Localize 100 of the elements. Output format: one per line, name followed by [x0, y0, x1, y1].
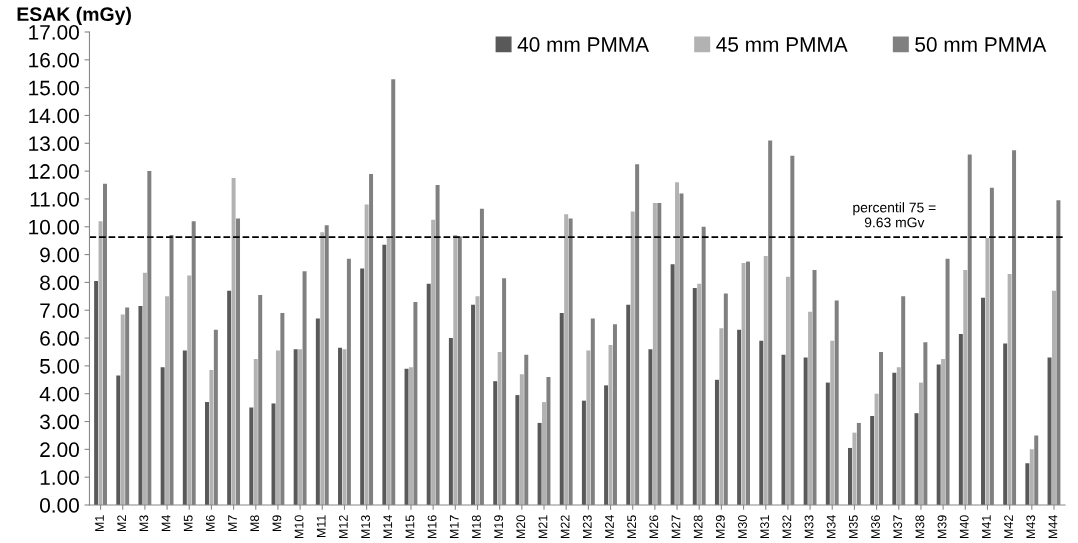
bar [320, 232, 325, 505]
bar [142, 272, 147, 505]
bar [338, 347, 343, 505]
bar [874, 393, 879, 505]
bar [781, 354, 786, 505]
bar [697, 283, 702, 505]
legend-label: 50 mm PMMA [915, 37, 1047, 52]
x-tick-label: M34 [826, 515, 836, 539]
x-tick-label: M43 [1026, 515, 1036, 539]
bar [981, 297, 986, 505]
x-tick-label: M1 [95, 515, 104, 532]
y-tick-label: 2.00 [40, 442, 79, 458]
bar [852, 432, 857, 505]
bar [165, 296, 170, 505]
x-tick-label: M19 [494, 515, 504, 539]
bar [116, 375, 121, 505]
bar [231, 178, 236, 505]
x-tick-label: M37 [893, 515, 903, 539]
bar [941, 358, 946, 505]
bar [963, 269, 968, 505]
y-tick-label: 8.00 [40, 275, 79, 291]
x-tick-label: M12 [338, 515, 348, 539]
bar [985, 237, 990, 505]
bar [404, 368, 409, 505]
bar [1051, 290, 1056, 505]
bar [542, 402, 547, 505]
bar [675, 182, 680, 505]
bar [120, 314, 125, 505]
x-tick-label: M42 [1004, 515, 1013, 539]
x-tick-label: M9 [272, 515, 282, 532]
bar [808, 311, 813, 505]
bar [714, 379, 719, 505]
x-tick-label: M27 [671, 515, 681, 539]
bar [253, 358, 258, 505]
bar [275, 350, 280, 505]
bar [1047, 357, 1052, 505]
bar [382, 244, 387, 505]
bar [1003, 343, 1008, 505]
bar [759, 340, 764, 505]
bar [1025, 463, 1030, 505]
bar [493, 381, 498, 505]
x-tick-label: M11 [316, 515, 326, 538]
x-tick-label: M15 [405, 515, 415, 539]
bar [204, 402, 209, 505]
bar [652, 203, 657, 505]
bar [581, 400, 586, 505]
bar [515, 395, 520, 505]
bar [692, 287, 697, 505]
x-tick-label: M30 [738, 515, 747, 539]
x-tick-label: M3 [139, 515, 149, 532]
bar [670, 264, 675, 505]
y-tick-label: 7.00 [40, 303, 79, 318]
x-tick-label: M8 [250, 515, 260, 532]
ref-line-label: percentil 75 = 9.63 mGv [853, 202, 936, 228]
bar [719, 328, 724, 505]
bar [471, 304, 476, 505]
bar [830, 340, 835, 505]
x-tick-label: M16 [427, 515, 437, 539]
bar [386, 237, 391, 505]
x-tick-label: M10 [294, 515, 304, 539]
bar [741, 262, 746, 505]
x-tick-label: M36 [871, 515, 880, 539]
bar [892, 372, 897, 505]
bar [803, 357, 808, 505]
x-tick-label: M24 [605, 515, 614, 539]
x-tick-label: M29 [715, 515, 725, 539]
y-tick-label: 14.00 [29, 108, 79, 124]
y-tick-label: 0.00 [40, 498, 79, 513]
bar [160, 367, 165, 505]
x-tick-label: M5 [183, 515, 193, 532]
x-tick-label: M13 [361, 515, 370, 539]
bar [564, 214, 569, 505]
x-tick-label: M26 [649, 515, 659, 539]
bar [958, 333, 963, 505]
bar [914, 413, 919, 505]
bar [249, 407, 254, 505]
y-axis-title: ESAK (mGy) [17, 6, 131, 25]
y-tick-label: 1.00 [40, 470, 79, 485]
bar [785, 276, 790, 505]
x-tick-label: M14 [383, 515, 393, 539]
bar [630, 211, 635, 505]
y-tick-label: 12.00 [29, 164, 79, 179]
x-tick-label: M41 [982, 515, 991, 539]
x-tick-label: M38 [915, 515, 925, 539]
bar [360, 268, 365, 505]
bar [431, 219, 436, 505]
x-tick-label: M20 [516, 515, 526, 539]
y-tick-label: 6.00 [40, 331, 79, 346]
bar [209, 370, 214, 505]
y-tick-label: 15.00 [29, 80, 79, 96]
bar [426, 283, 431, 505]
bar [271, 403, 276, 505]
x-tick-label: M23 [582, 515, 592, 539]
y-tick-label: 11.00 [30, 191, 79, 207]
x-tick-label: M39 [937, 515, 947, 539]
x-tick-label: M32 [782, 515, 792, 539]
bar [315, 318, 320, 505]
legend-label: 40 mm PMMA [517, 37, 650, 52]
bar [227, 290, 232, 505]
y-tick-label: 4.00 [39, 386, 79, 402]
